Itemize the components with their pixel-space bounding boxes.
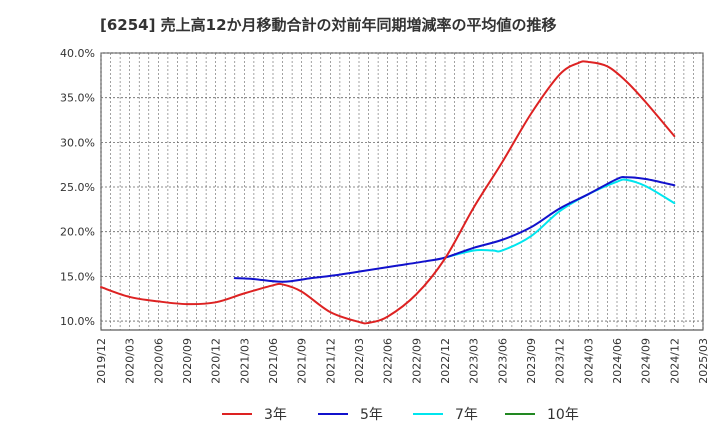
plot-area-background [100, 52, 704, 331]
y-axis-ticks: 10.0% 15.0% 20.0% 25.0% 30.0% 35.0% 40.0% [60, 47, 95, 328]
y-tick-label: 10.0% [60, 315, 95, 328]
y-tick-label: 35.0% [60, 92, 95, 105]
x-tick-label: 2022/03 [353, 338, 366, 384]
x-tick-label: 2020/12 [210, 338, 223, 384]
x-axis-ticks: 2019/12 2020/03 2020/06 2020/09 2020/12 2021/… [95, 338, 710, 384]
y-tick-label: 15.0% [60, 270, 95, 283]
legend: 3年 5年 7年 10年 [222, 407, 579, 423]
x-tick-label: 2021/06 [267, 338, 280, 384]
x-tick-label: 2024/12 [668, 338, 681, 384]
x-tick-label: 2021/12 [324, 338, 337, 384]
y-tick-label: 40.0% [60, 47, 95, 60]
x-tick-label: 2020/09 [181, 338, 194, 384]
legend-label: 3年 [264, 407, 287, 423]
x-tick-label: 2020/03 [124, 338, 137, 384]
series-line-3年 [100, 60, 676, 325]
x-tick-label: 2021/09 [296, 338, 309, 384]
x-tick-label: 2022/06 [382, 338, 395, 384]
x-tick-label: 2022/09 [410, 338, 423, 384]
series-line-5年 [233, 176, 676, 283]
x-tick-label: 2022/12 [439, 338, 452, 384]
x-tick-label: 2025/03 [697, 338, 710, 384]
x-tick-label: 2023/12 [554, 338, 567, 384]
y-tick-label: 30.0% [60, 136, 95, 149]
y-tick-label: 20.0% [60, 226, 95, 239]
x-tick-label: 2024/03 [582, 338, 595, 384]
x-tick-label: 2023/03 [468, 338, 481, 384]
x-tick-label: 2023/09 [525, 338, 538, 384]
legend-label: 10年 [547, 407, 579, 423]
legend-label: 7年 [455, 407, 478, 423]
legend-label: 5年 [360, 407, 383, 423]
x-tick-label: 2021/03 [238, 338, 251, 384]
chart-title: [6254] 売上高12か月移動合計の対前年同期増減率の平均値の推移 [100, 16, 557, 34]
x-tick-label: 2020/06 [152, 338, 165, 384]
y-tick-label: 25.0% [60, 181, 95, 194]
x-tick-label: 2019/12 [95, 338, 108, 384]
x-tick-label: 2023/06 [496, 338, 509, 384]
series-line-7年 [444, 178, 676, 259]
series-lines [100, 60, 676, 325]
x-tick-label: 2024/09 [640, 338, 653, 384]
x-tick-label: 2024/06 [611, 338, 624, 384]
